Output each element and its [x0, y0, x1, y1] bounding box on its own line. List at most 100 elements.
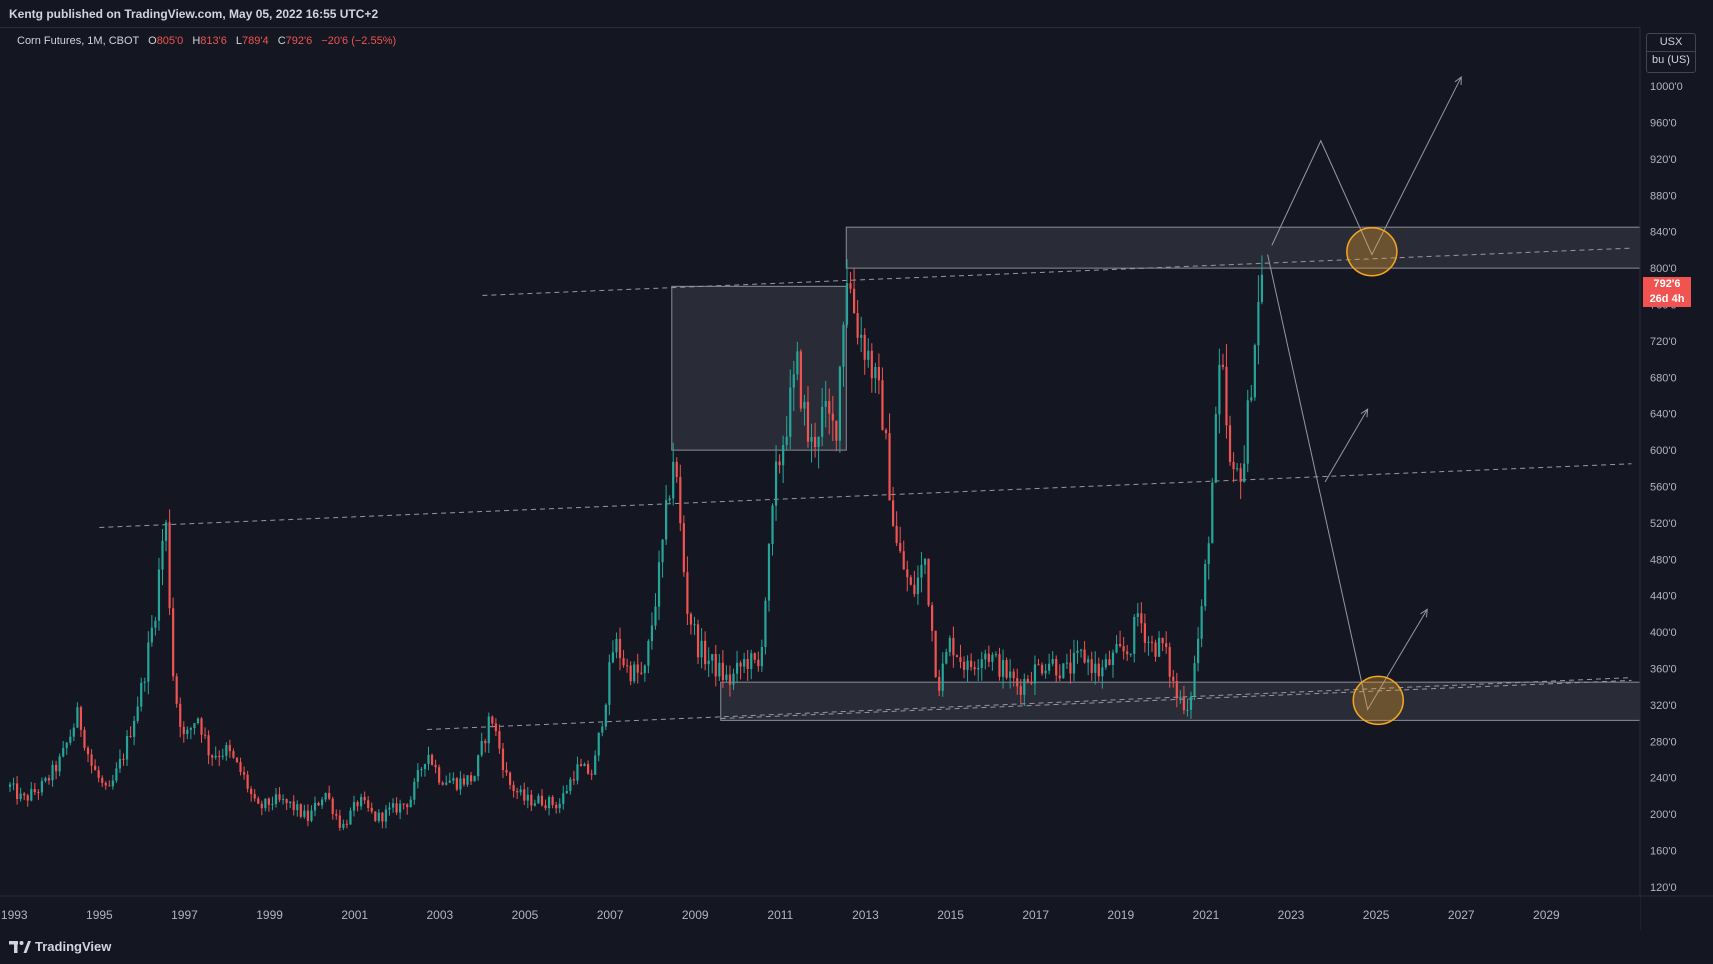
y-tick-label: 1000'0 — [1650, 81, 1683, 93]
candle-body — [79, 707, 83, 730]
candle-body — [427, 754, 430, 765]
candle-body — [714, 654, 717, 677]
candle-body — [696, 624, 700, 658]
candle-body — [367, 800, 370, 808]
trend-line-0 — [482, 247, 1632, 296]
candle-body — [874, 366, 877, 379]
candle-body — [313, 802, 317, 811]
candle-body — [640, 672, 643, 674]
candle-body — [526, 794, 529, 801]
candle-body — [615, 638, 618, 653]
candle-body — [991, 655, 994, 662]
x-tick-label: 1995 — [86, 908, 113, 922]
candle-body — [1005, 660, 1008, 678]
candle-body — [778, 461, 781, 466]
candle-body — [1186, 709, 1189, 711]
candle-body — [1196, 638, 1200, 664]
candle-body — [51, 764, 54, 781]
candle-body — [1126, 651, 1129, 655]
candle-body — [356, 801, 359, 807]
candle-body — [232, 751, 235, 758]
y-tick-label: 400'0 — [1650, 627, 1677, 639]
candle-body — [1140, 613, 1143, 624]
candle-body — [1200, 606, 1203, 639]
candle-body — [899, 543, 902, 552]
candle-body — [469, 775, 473, 782]
candle-body — [306, 810, 310, 821]
trend-line-3 — [720, 679, 1632, 720]
y-tick-label: 560'0 — [1650, 482, 1677, 494]
x-tick-label: 2017 — [1022, 908, 1049, 922]
projection-arrowhead-2 — [1360, 408, 1369, 418]
candle-body — [207, 735, 210, 756]
x-tick-label: 2009 — [682, 908, 709, 922]
candle-body — [572, 779, 576, 781]
candle-body — [62, 747, 65, 757]
candle-body — [771, 505, 774, 544]
candle-body — [345, 823, 349, 825]
candle-body — [948, 637, 951, 653]
candle-body — [179, 703, 182, 727]
candle-body — [977, 667, 980, 670]
candle-body — [987, 653, 990, 662]
candle-body — [264, 798, 267, 809]
candle-body — [757, 659, 760, 667]
candle-body — [682, 523, 685, 573]
candle-body — [292, 801, 295, 811]
candle-body — [643, 665, 646, 674]
candle-body — [622, 657, 625, 666]
candle-body — [633, 664, 636, 682]
currency-unit-selector[interactable]: USX bu (US) — [1646, 33, 1696, 73]
candle-body — [172, 608, 175, 677]
candle-body — [909, 577, 912, 585]
candle-body — [203, 734, 207, 736]
candle-body — [867, 350, 870, 360]
x-tick-label: 2013 — [852, 908, 879, 922]
candle-body — [962, 661, 966, 670]
candle-body — [12, 783, 15, 785]
candle-body — [221, 755, 224, 757]
candle-body — [650, 625, 654, 641]
x-tick-label: 2021 — [1193, 908, 1220, 922]
candle-body — [235, 757, 239, 762]
candle-body — [1019, 686, 1022, 695]
high-label: H — [192, 35, 201, 47]
candle-body — [530, 794, 533, 806]
candle-body — [657, 562, 661, 607]
candle-body — [537, 795, 540, 804]
candle-body — [118, 758, 122, 769]
candle-body — [473, 776, 476, 782]
candle-body — [941, 663, 944, 691]
candle-body — [225, 745, 228, 756]
candle-body — [122, 758, 125, 760]
x-tick-label: 2029 — [1533, 908, 1560, 922]
candle-body — [668, 498, 671, 501]
candle-body — [955, 655, 959, 657]
candle-body — [250, 788, 253, 795]
candle-body — [1207, 543, 1210, 565]
candle-body — [799, 351, 802, 409]
candle-body — [214, 755, 217, 758]
candle-body — [746, 659, 749, 669]
candle-body — [1165, 643, 1168, 648]
candle-body — [196, 718, 200, 724]
candle-body — [480, 740, 483, 756]
candle-body — [1055, 659, 1058, 676]
candle-body — [1214, 414, 1217, 483]
candle-body — [1236, 468, 1239, 470]
candle-body — [462, 778, 466, 785]
tradingview-logo[interactable]: TradingView — [9, 939, 111, 954]
candle-body — [544, 805, 547, 809]
y-tick-label: 280'0 — [1650, 736, 1677, 748]
candle-body — [540, 795, 544, 806]
candle-body — [831, 413, 834, 421]
publisher-bar: Kentg published on TradingView.com, May … — [0, 0, 1713, 28]
candle-body — [1143, 623, 1146, 643]
candle-body — [441, 782, 444, 785]
y-tick-label: 880'0 — [1650, 190, 1677, 202]
candle-body — [1111, 652, 1115, 665]
candle-body — [721, 662, 724, 681]
candle-body — [888, 433, 891, 501]
price-chart[interactable]: 1000'0960'0920'0880'0840'0800'0760'0720'… — [0, 0, 1713, 930]
candle-body — [1168, 647, 1171, 677]
